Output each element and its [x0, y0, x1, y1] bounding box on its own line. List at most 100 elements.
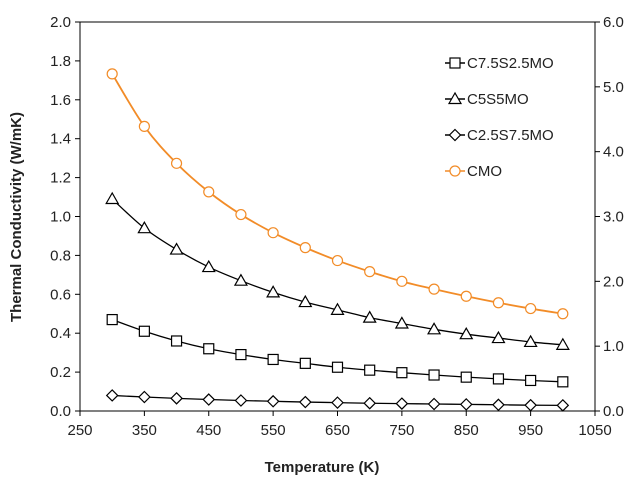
- series-c7-5s2-5mo: [106, 313, 569, 388]
- data-point: [203, 186, 215, 198]
- series-c5s5mo: [105, 191, 570, 350]
- data-point: [235, 348, 247, 361]
- data-point: [428, 369, 440, 381]
- x-tick-label: 250: [67, 422, 92, 439]
- legend-item: C7.5S2.5MO: [445, 55, 554, 72]
- data-point: [523, 334, 538, 348]
- data-point: [362, 310, 377, 323]
- legend-label: CMO: [467, 163, 502, 180]
- x-tick-label: 950: [518, 422, 543, 439]
- y-tick-label: 1.8: [50, 53, 71, 70]
- plot-frame: [79, 21, 596, 412]
- legend-marker: [448, 128, 462, 142]
- y2-tick-label: 1.0: [603, 338, 624, 355]
- data-point: [170, 157, 183, 169]
- data-point: [525, 302, 537, 315]
- data-point: [170, 335, 183, 347]
- y-tick-label: 1.4: [50, 131, 71, 148]
- x-tick-label: 750: [389, 422, 414, 439]
- data-point: [491, 330, 506, 344]
- data-point: [106, 313, 118, 326]
- data-point: [364, 364, 376, 376]
- data-point: [460, 290, 472, 302]
- data-point: [203, 343, 215, 355]
- data-point: [106, 68, 118, 80]
- y2-tick-label: 6.0: [603, 14, 624, 31]
- data-point: [138, 390, 151, 404]
- data-point: [427, 397, 441, 411]
- y-tick-label: 1.2: [50, 170, 71, 187]
- legend-marker: [449, 165, 461, 177]
- legend: C7.5S2.5MO C5S5MO C2.5S7.5MO CMO: [445, 55, 554, 180]
- data-point: [266, 285, 281, 298]
- x-tick-label: 550: [261, 422, 286, 439]
- data-point: [299, 242, 311, 254]
- legend-label: C2.5S7.5MO: [467, 127, 554, 144]
- y-tick-label: 2.0: [50, 14, 71, 31]
- legend-item: C2.5S7.5MO: [445, 127, 554, 144]
- x-axis-title: Temperature (K): [265, 459, 380, 476]
- data-point: [331, 361, 344, 373]
- y-tick-label: 0.8: [50, 247, 71, 264]
- data-point: [234, 394, 248, 407]
- data-point: [266, 394, 280, 408]
- data-point: [202, 393, 216, 406]
- x-tick-label: 1050: [578, 422, 611, 439]
- x-tick-label: 650: [325, 422, 350, 439]
- data-point: [267, 353, 279, 366]
- series-c2-5s7-5mo: [105, 389, 570, 412]
- data-point: [492, 373, 505, 385]
- y2-tick-label: 5.0: [603, 79, 624, 96]
- data-point: [137, 220, 152, 234]
- data-point: [299, 357, 311, 369]
- data-point: [557, 376, 569, 388]
- data-point: [138, 325, 150, 337]
- data-point: [233, 273, 248, 286]
- axis-ticks: 250 350 450 550 650 750 850 950 1050 0.0 0.2 0.4 0.6…: [50, 14, 624, 439]
- data-point: [394, 316, 409, 329]
- y2-tick-label: 0.0: [603, 403, 624, 420]
- legend-label: C7.5S2.5MO: [467, 55, 554, 72]
- data-point: [330, 302, 345, 315]
- data-point: [235, 208, 247, 221]
- y-axis-title: Thermal Conductivity (W/mK): [8, 112, 25, 322]
- data-point: [395, 397, 409, 410]
- data-point: [556, 399, 570, 412]
- data-point: [396, 367, 408, 379]
- data-point: [298, 294, 313, 308]
- y-tick-label: 0.4: [50, 325, 71, 342]
- data-point: [524, 398, 537, 412]
- series-line: [111, 198, 563, 346]
- legend-item: CMO: [445, 163, 502, 180]
- data-point: [105, 191, 120, 205]
- data-point: [555, 337, 570, 350]
- data-point: [492, 398, 505, 412]
- y-tick-label: 1.0: [50, 209, 71, 226]
- data-point: [201, 259, 216, 273]
- series-cmo: [106, 68, 569, 320]
- data-point: [169, 242, 184, 255]
- data-point: [492, 297, 505, 309]
- data-point: [267, 227, 279, 239]
- data-point: [460, 371, 472, 383]
- y-tick-label: 1.6: [50, 92, 71, 109]
- series-layer: [105, 68, 570, 412]
- data-point: [396, 275, 408, 287]
- data-point: [105, 389, 119, 402]
- x-tick-label: 850: [454, 422, 479, 439]
- plot-border: [79, 21, 596, 412]
- legend-label: C5S5MO: [467, 91, 529, 108]
- data-point: [170, 392, 183, 405]
- legend-marker: [449, 57, 461, 69]
- data-point: [525, 374, 537, 387]
- data-point: [298, 395, 312, 409]
- y-tick-label: 0.0: [50, 403, 71, 420]
- data-point: [428, 283, 440, 295]
- data-point: [459, 398, 473, 411]
- data-point: [331, 254, 344, 267]
- y2-tick-label: 3.0: [603, 209, 624, 226]
- data-point: [363, 396, 377, 410]
- data-point: [459, 326, 474, 340]
- legend-marker: [447, 91, 463, 105]
